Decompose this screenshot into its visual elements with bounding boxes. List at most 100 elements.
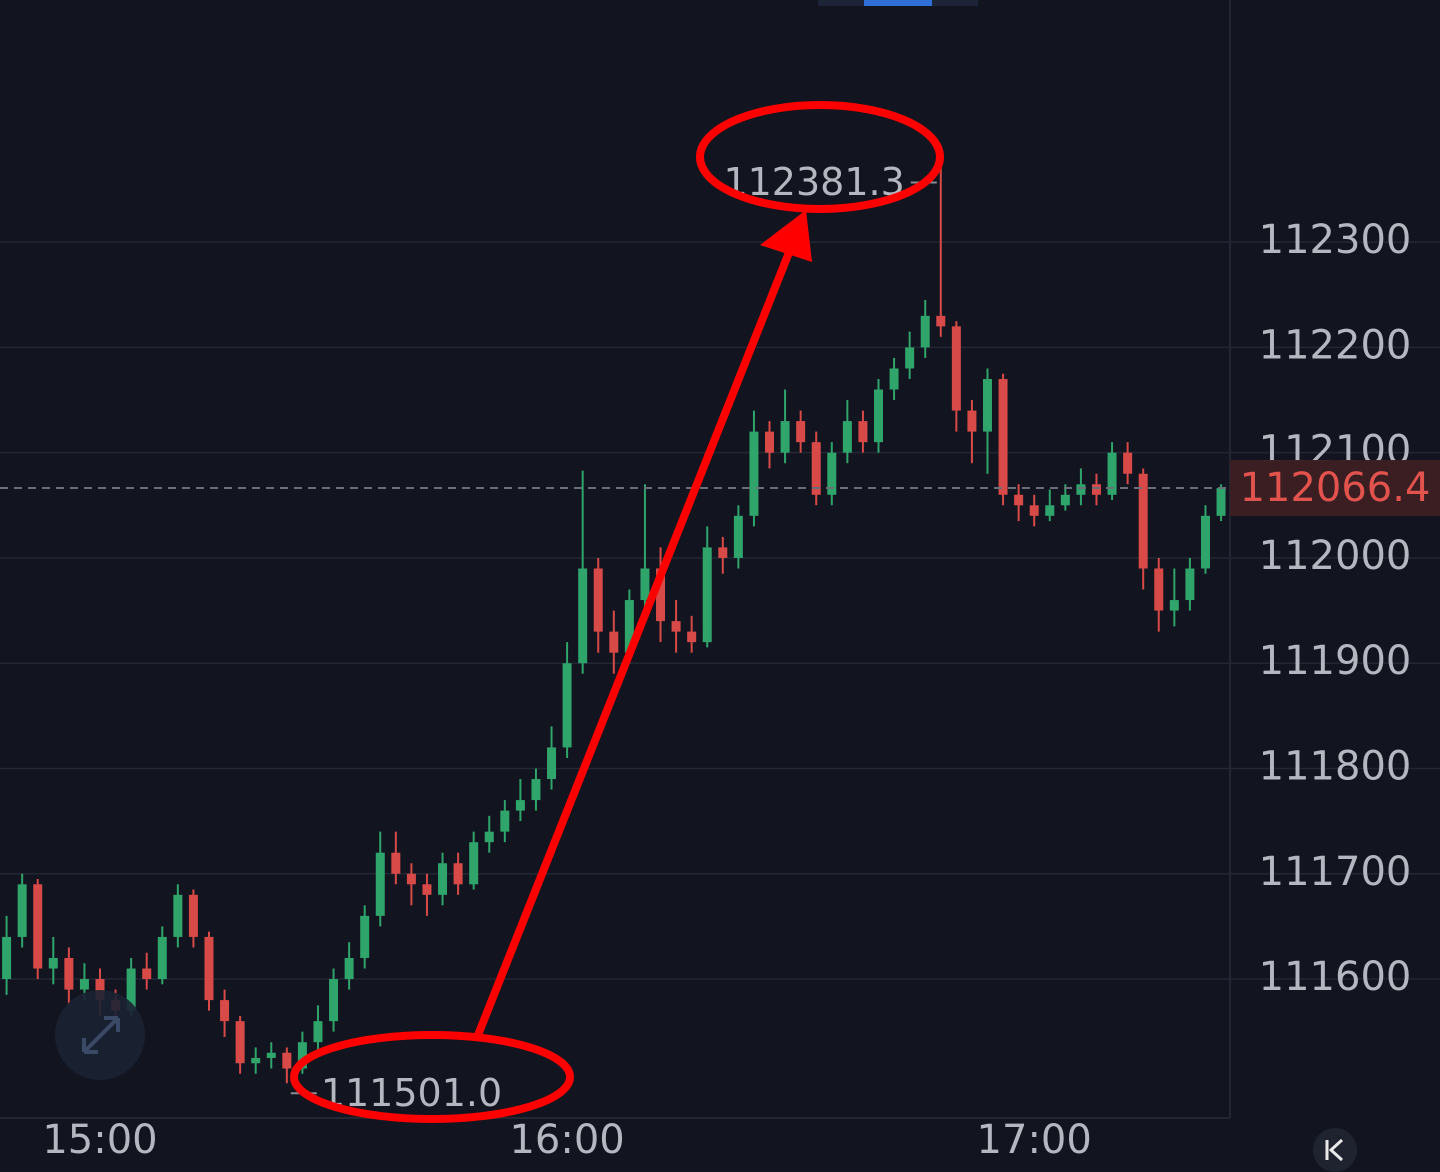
candle-body: [811, 442, 821, 495]
candle-body: [874, 389, 883, 443]
candle-body: [671, 621, 681, 632]
highlight-ellipse: [696, 101, 944, 213]
candle-body: [842, 421, 852, 453]
candle-body: [251, 1057, 261, 1064]
scroll-button[interactable]: [1313, 1128, 1357, 1172]
candle-body: [235, 1021, 245, 1064]
candle-body: [562, 663, 572, 748]
candle-body: [733, 515, 743, 558]
candle-body: [1014, 494, 1024, 506]
candle-body: [531, 779, 541, 801]
candle-body: [796, 421, 806, 443]
candle-body: [936, 315, 946, 327]
top-tab-indicator: [864, 0, 932, 6]
candle-body: [188, 894, 198, 937]
candle-body: [967, 410, 977, 432]
candle-body: [33, 884, 43, 969]
candle-body: [64, 957, 74, 990]
candle-body: [1216, 488, 1226, 516]
candle-body: [79, 979, 89, 990]
candle-body: [1138, 473, 1148, 569]
candle-body: [749, 431, 759, 516]
candle-body: [1107, 452, 1117, 495]
candle-body: [266, 1052, 276, 1058]
candle-body: [344, 957, 354, 980]
candle-body: [282, 1052, 292, 1069]
candle-body: [95, 979, 105, 1001]
candle-body: [1154, 568, 1164, 611]
candle-body: [687, 631, 697, 643]
candle-body: [1185, 568, 1195, 601]
candle-body: [593, 568, 603, 632]
candle-body: [951, 326, 961, 411]
last-price-box: [1230, 460, 1440, 517]
candle-body: [1029, 505, 1039, 516]
candle-body: [656, 568, 666, 622]
candle-body: [998, 378, 1008, 495]
candle-body: [889, 368, 899, 390]
candle-body: [1076, 484, 1086, 495]
arrow-head: [760, 210, 812, 262]
candle-body: [982, 378, 992, 432]
candle-body: [718, 547, 728, 558]
candle-body: [1091, 484, 1101, 495]
candle-body: [827, 452, 837, 495]
candle-body: [313, 1021, 323, 1043]
candle-body: [1169, 600, 1179, 611]
candle-body: [126, 968, 136, 1011]
highlight-ellipse: [290, 1031, 574, 1123]
y-tick-label: 112000: [1259, 533, 1412, 579]
y-tick-label: 111800: [1259, 743, 1412, 789]
candle-body: [905, 347, 915, 369]
candle-body: [702, 547, 712, 643]
candle-body: [920, 315, 930, 348]
candle-body: [406, 873, 416, 885]
candle-body: [297, 1042, 307, 1069]
candle-body: [453, 863, 463, 885]
candle-body: [391, 852, 401, 874]
y-tick-label: 112200: [1259, 322, 1412, 368]
candle-body: [1200, 515, 1210, 569]
y-tick-label: 111600: [1259, 954, 1412, 1000]
candle-body: [220, 1000, 230, 1022]
candle-body: [360, 915, 370, 958]
annotation-overlay: [290, 101, 944, 1123]
x-tick-label: 17:00: [977, 1117, 1092, 1163]
candle-body: [578, 568, 588, 664]
candle-body: [765, 431, 775, 453]
x-tick-label: 15:00: [42, 1117, 157, 1163]
y-tick-label: 111900: [1259, 638, 1412, 684]
candle-body: [858, 421, 868, 443]
candles: [0, 156, 1230, 1084]
y-tick-label: 112300: [1259, 217, 1412, 263]
candle-body: [780, 421, 790, 453]
candle-body: [375, 852, 385, 916]
candle-body: [1060, 494, 1070, 506]
candle-body: [329, 979, 339, 1022]
candle-body: [469, 842, 479, 885]
candle-body: [609, 631, 619, 653]
candle-body: [157, 936, 167, 980]
candle-body: [48, 957, 58, 969]
last-price-label: 112066.4: [1240, 465, 1431, 511]
candle-body: [547, 747, 557, 780]
candle-body: [1123, 452, 1133, 474]
candle-body: [142, 968, 152, 980]
labels: 1116001117001118001119001120001121001122…: [42, 160, 1440, 1163]
candle-body: [484, 831, 494, 843]
candle-body: [500, 810, 510, 832]
candle-body: [640, 568, 650, 601]
arrow-shaft: [474, 248, 794, 1037]
candle-body: [515, 800, 525, 811]
candle-body: [173, 894, 183, 937]
scroll-icon: [1325, 1138, 1344, 1162]
grid: [0, 241, 1440, 980]
candle-body: [204, 936, 214, 1001]
candle-body: [17, 884, 27, 937]
candle-body: [2, 936, 12, 980]
y-tick-label: 111700: [1259, 849, 1412, 895]
candle-body: [422, 884, 432, 895]
candle-body: [624, 600, 634, 653]
